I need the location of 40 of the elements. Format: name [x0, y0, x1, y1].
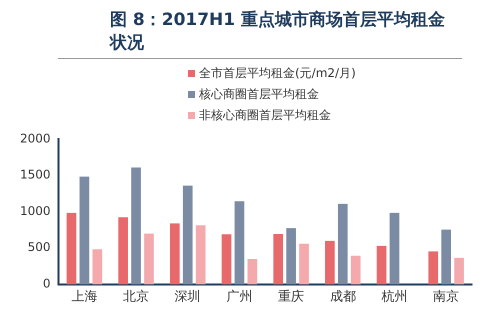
y-tick-label: 500: [28, 240, 51, 254]
bar: [170, 223, 180, 284]
bar: [325, 240, 335, 284]
x-tick-label: 上海: [71, 290, 98, 305]
x-tick-label: 广州: [226, 290, 252, 305]
bar: [454, 258, 464, 284]
x-tick-label: 成都: [330, 290, 356, 305]
bar: [248, 258, 258, 284]
x-tick-label: 深圳: [174, 290, 201, 305]
bar: [80, 176, 90, 284]
bar: [196, 225, 206, 284]
bar: [338, 204, 348, 284]
x-tick-label: 北京: [123, 290, 150, 305]
bar: [350, 256, 361, 284]
bar: [390, 212, 400, 284]
x-tick-label: 南京: [433, 290, 460, 305]
y-tick-label: 2000: [20, 131, 51, 146]
bar: [376, 246, 386, 284]
bar: [182, 186, 193, 284]
legend-label: 非核心商圈首层平均租金: [199, 107, 331, 124]
bar: [92, 249, 102, 284]
chart-title: 图 8：2017H1 重点城市商场首层平均租金状况: [58, 8, 462, 59]
bar: [286, 228, 296, 284]
bar: [441, 230, 452, 284]
bar: [118, 217, 128, 284]
x-tick-label: 重庆: [278, 290, 304, 305]
bar: [299, 244, 309, 284]
legend-label: 全市首层平均租金(元/m2/月): [199, 65, 356, 82]
y-tick-label: 0: [42, 276, 51, 291]
bar: [66, 212, 76, 284]
bar: [144, 234, 154, 284]
x-tick-label: 杭州: [380, 290, 408, 305]
bar: [131, 168, 141, 284]
y-tick-label: 1500: [20, 168, 51, 182]
legend-label: 核心商圈首层平均租金: [199, 86, 319, 103]
bar: [222, 234, 232, 284]
bar: [273, 234, 284, 284]
bar: [428, 251, 438, 284]
y-tick-label: 1000: [20, 204, 51, 218]
bar: [234, 201, 244, 284]
